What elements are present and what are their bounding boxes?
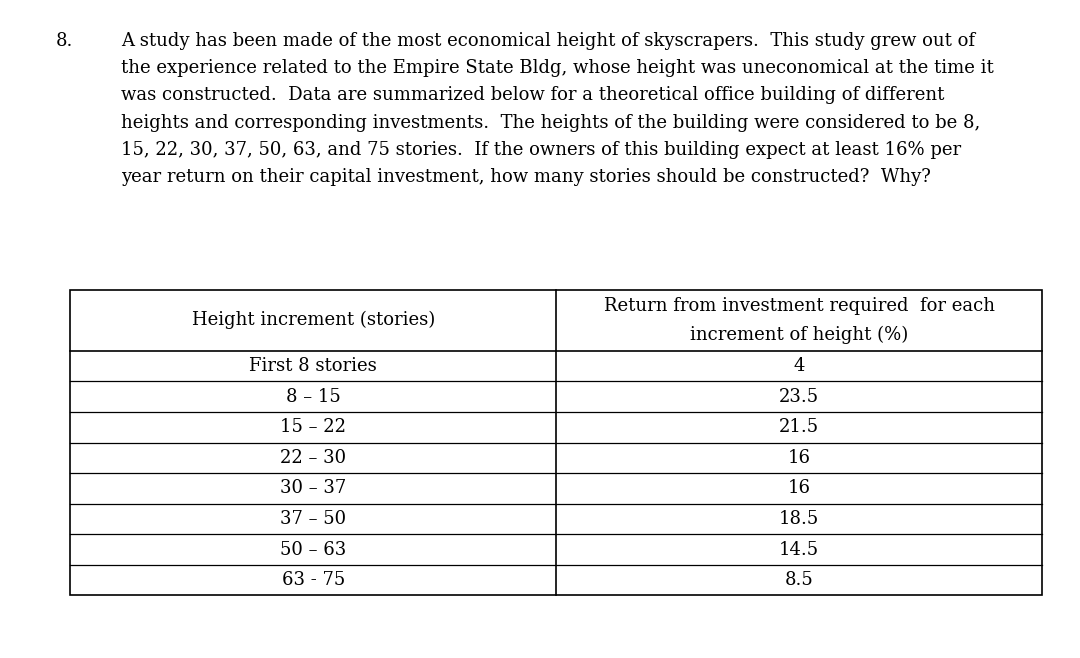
Text: 16: 16 [787, 480, 811, 497]
Text: 37 – 50: 37 – 50 [280, 510, 347, 528]
Text: the experience related to the Empire State Bldg, whose height was uneconomical a: the experience related to the Empire Sta… [121, 59, 994, 77]
Text: 22 – 30: 22 – 30 [280, 449, 347, 467]
Text: 8.: 8. [56, 32, 73, 49]
Text: 15 – 22: 15 – 22 [280, 418, 347, 436]
Text: was constructed.  Data are summarized below for a theoretical office building of: was constructed. Data are summarized bel… [121, 86, 944, 104]
Text: First 8 stories: First 8 stories [249, 357, 377, 375]
Text: 4: 4 [794, 357, 805, 375]
Text: 30 – 37: 30 – 37 [280, 480, 347, 497]
Text: 23.5: 23.5 [779, 388, 820, 405]
Text: 15, 22, 30, 37, 50, 63, and 75 stories.  If the owners of this building expect a: 15, 22, 30, 37, 50, 63, and 75 stories. … [121, 141, 961, 159]
Text: year return on their capital investment, how many stories should be constructed?: year return on their capital investment,… [121, 168, 931, 186]
Text: heights and corresponding investments.  The heights of the building were conside: heights and corresponding investments. T… [121, 114, 981, 132]
Text: 50 – 63: 50 – 63 [280, 541, 347, 559]
Text: 8.5: 8.5 [785, 571, 813, 589]
Text: 16: 16 [787, 449, 811, 467]
Text: A study has been made of the most economical height of skyscrapers.  This study : A study has been made of the most econom… [121, 32, 975, 49]
Text: 63 - 75: 63 - 75 [282, 571, 345, 589]
Text: 18.5: 18.5 [779, 510, 820, 528]
Text: Height increment (stories): Height increment (stories) [191, 311, 435, 329]
Text: increment of height (%): increment of height (%) [690, 326, 908, 343]
Text: 21.5: 21.5 [779, 418, 820, 436]
Text: Return from investment required  for each: Return from investment required for each [604, 297, 995, 315]
Text: 8 – 15: 8 – 15 [286, 388, 340, 405]
Text: 14.5: 14.5 [779, 541, 820, 559]
